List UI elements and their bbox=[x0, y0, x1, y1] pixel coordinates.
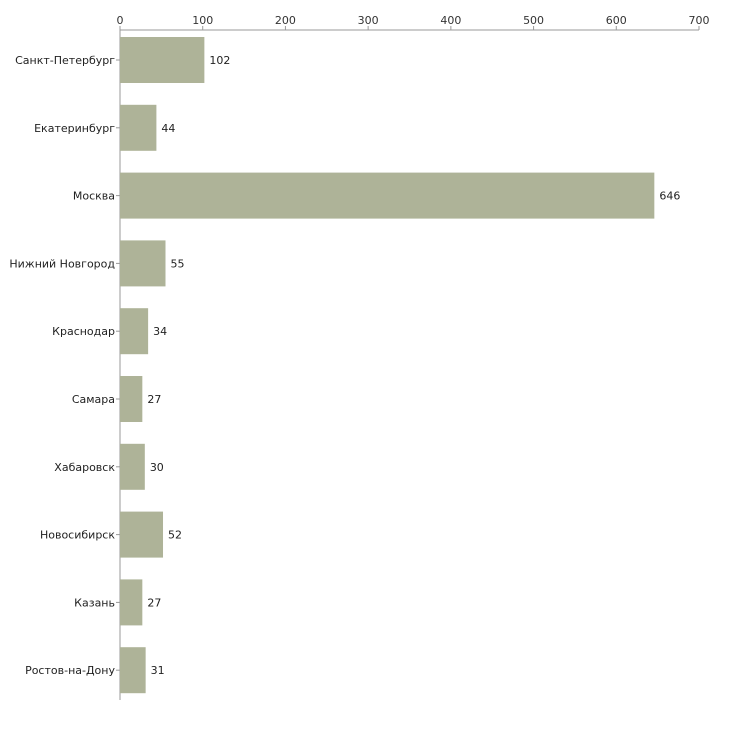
category-label: Краснодар bbox=[52, 325, 115, 338]
category-label: Ростов-на-Дону bbox=[25, 664, 115, 677]
x-tick-label: 400 bbox=[440, 14, 461, 27]
bar bbox=[120, 308, 149, 355]
bar bbox=[120, 376, 143, 422]
bar bbox=[120, 443, 145, 490]
bar bbox=[120, 647, 146, 694]
value-label: 34 bbox=[153, 325, 167, 338]
category-label: Казань bbox=[74, 596, 115, 609]
category-label: Новосибирск bbox=[40, 529, 115, 542]
bar bbox=[120, 579, 143, 626]
x-axis: 0 100 200 300 400 500 600 700 bbox=[117, 14, 710, 31]
value-label: 27 bbox=[147, 393, 161, 406]
x-tick-label: 500 bbox=[523, 14, 544, 27]
bar bbox=[120, 104, 157, 151]
value-label: 52 bbox=[168, 529, 182, 542]
category-label: Санкт-Петербург bbox=[15, 54, 115, 67]
category-label: Нижний Новгород bbox=[9, 257, 115, 270]
value-label: 55 bbox=[170, 257, 184, 270]
x-tick-label: 600 bbox=[606, 14, 627, 27]
x-tick-label: 300 bbox=[358, 14, 379, 27]
bars: 102 44 646 55 34 27 30 52 27 31 bbox=[120, 37, 680, 694]
x-tick-label: 100 bbox=[192, 14, 213, 27]
value-label: 102 bbox=[209, 54, 230, 67]
category-label: Екатеринбург bbox=[34, 122, 115, 135]
value-label: 44 bbox=[161, 122, 175, 135]
x-tick-label: 700 bbox=[689, 14, 710, 27]
category-label: Москва bbox=[73, 190, 115, 203]
x-tick-label: 0 bbox=[117, 14, 124, 27]
bar bbox=[120, 511, 164, 558]
value-label: 646 bbox=[659, 190, 680, 203]
bar bbox=[120, 240, 166, 287]
category-label: Хабаровск bbox=[54, 461, 115, 474]
y-axis: Санкт-Петербург Екатеринбург Москва Нижний … bbox=[9, 30, 121, 700]
value-label: 27 bbox=[147, 596, 161, 609]
value-label: 31 bbox=[151, 664, 165, 677]
value-label: 30 bbox=[150, 461, 164, 474]
category-label: Самара bbox=[72, 393, 115, 406]
bar bbox=[120, 37, 205, 83]
bar bbox=[120, 172, 655, 219]
x-tick-label: 200 bbox=[275, 14, 296, 27]
